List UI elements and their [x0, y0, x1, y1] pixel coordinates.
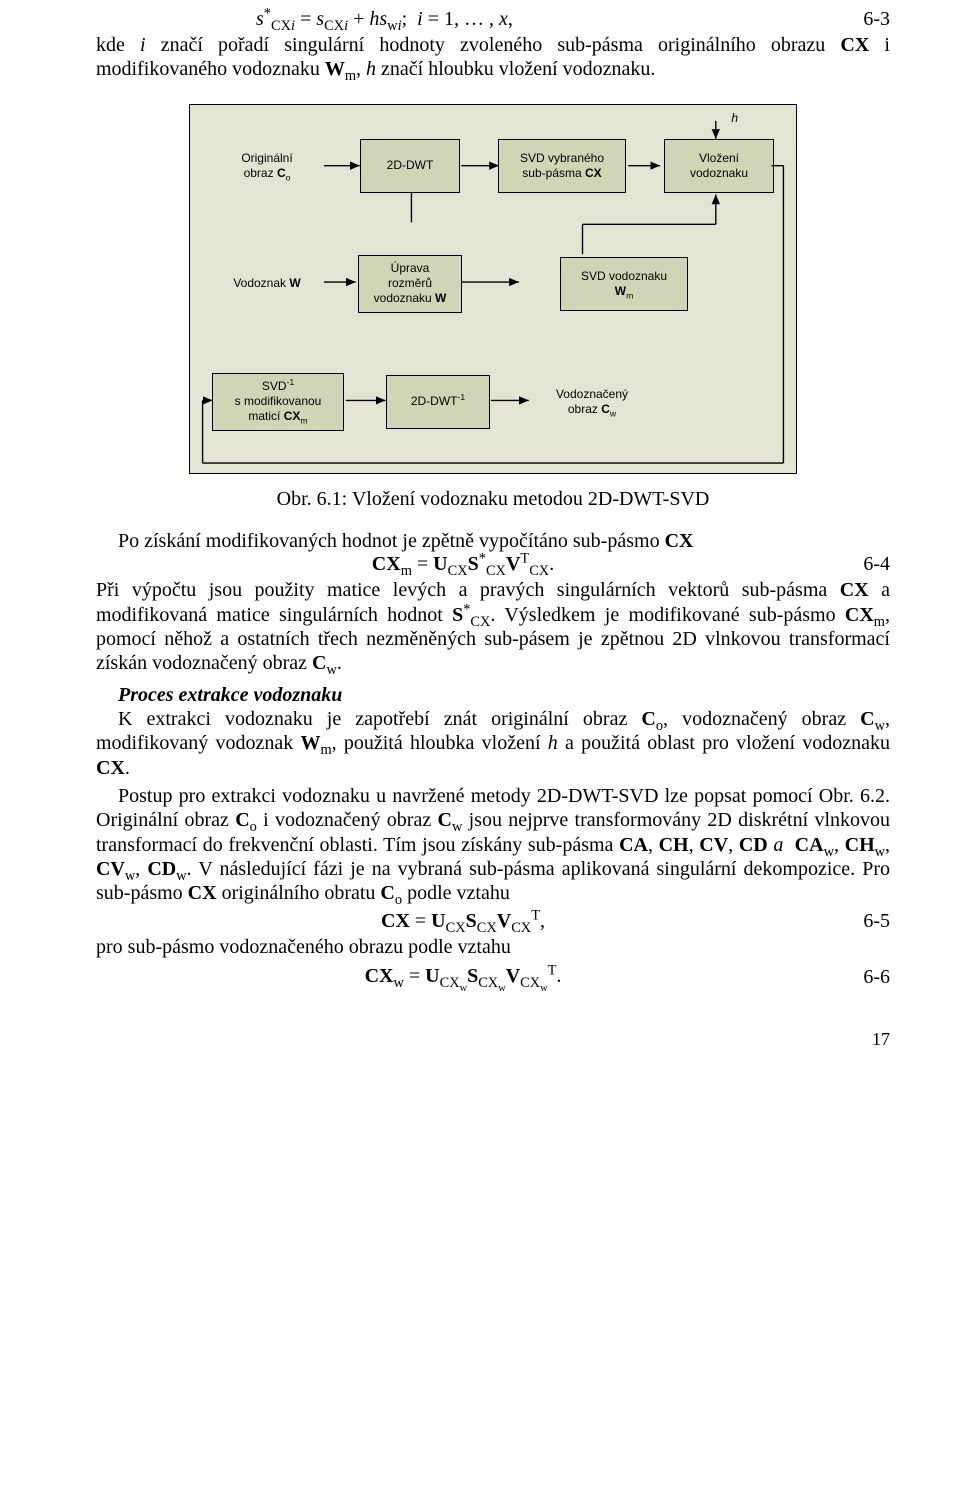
- figure-caption: Obr. 6.1: Vložení vodoznaku metodou 2D-D…: [96, 488, 890, 511]
- figure-6-1: h Originálníobraz Co 2D-DWT SVD vybranéh…: [189, 104, 797, 474]
- eq-number: 6-5: [830, 910, 890, 933]
- equation-6-5: CX = UCXSCXVCXT, 6-5: [96, 910, 890, 933]
- eq-number: 6-3: [830, 8, 890, 31]
- node-svd-subband: SVD vybranéhosub-pásma CX: [498, 139, 626, 193]
- figure-row-1: Originálníobraz Co 2D-DWT SVD vybranéhos…: [212, 139, 774, 193]
- equation-6-4: CXm = UCXS*CXVTCX. 6-4: [96, 553, 890, 576]
- equation-6-6: CXw = UCXwSCXwVCXwT. 6-6: [96, 965, 890, 989]
- paragraph-3: Při výpočtu jsou použity matice levých a…: [96, 578, 890, 676]
- node-resize-w: Úpravarozměrůvodoznaku W: [358, 255, 462, 313]
- page-number: 17: [96, 1029, 890, 1050]
- node-watermark-w: Vodoznak W: [212, 257, 322, 311]
- paragraph-6: pro sub-pásmo vodoznačeného obrazu podle…: [96, 935, 890, 959]
- node-insert-watermark: Vloženívodoznaku: [664, 139, 774, 193]
- paragraph-5: Postup pro extrakci vodoznaku u navržené…: [96, 784, 890, 906]
- eq-body: s*CXi = sCXi + hswi; i = 1, … , x,: [256, 8, 513, 30]
- figure-row-3: SVD-1s modifikovanoumaticí CXm 2D-DWT-1 …: [212, 373, 774, 431]
- node-svd-inverse: SVD-1s modifikovanoumaticí CXm: [212, 373, 344, 431]
- eq-number: 6-6: [830, 966, 890, 989]
- node-watermarked-image: Vodoznačenýobraz Cw: [532, 375, 652, 429]
- node-2d-dwt-inverse: 2D-DWT-1: [386, 375, 490, 429]
- eq-number: 6-4: [830, 553, 890, 576]
- paragraph-4: K extrakci vodoznaku je zapotřebí znát o…: [96, 707, 890, 780]
- node-2d-dwt: 2D-DWT: [360, 139, 460, 193]
- equation-6-3: s*CXi = sCXi + hswi; i = 1, … , x, 6-3: [96, 8, 890, 31]
- h-label: h: [731, 111, 738, 125]
- node-svd-watermark: SVD vodoznakuWm: [560, 257, 688, 311]
- paragraph-2: Po získání modifikovaných hodnot je zpět…: [96, 529, 890, 553]
- subheading-extraction: Proces extrakce vodoznaku: [118, 684, 890, 707]
- figure-row-2: Vodoznak W Úpravarozměrůvodoznaku W SVD …: [212, 255, 774, 313]
- paragraph-intro: kde i značí pořadí singulární hodnoty zv…: [96, 33, 890, 82]
- node-original-image: Originálníobraz Co: [212, 139, 322, 193]
